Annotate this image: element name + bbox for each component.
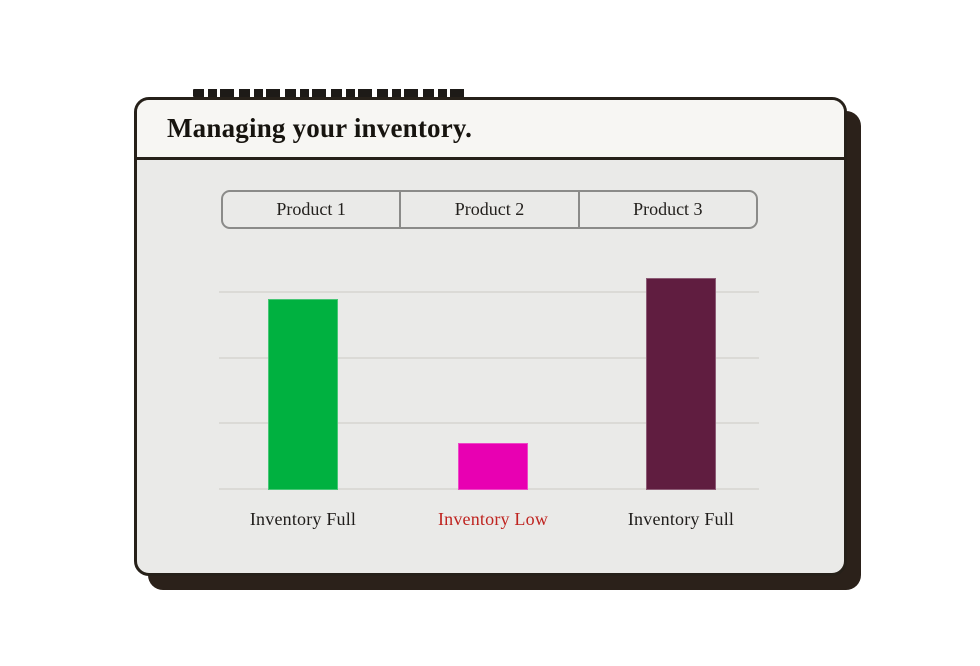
gridline xyxy=(219,422,759,424)
bar-label-product-2: Inventory Low xyxy=(437,509,549,529)
bar-label-product-3: Inventory Full xyxy=(627,509,735,529)
inventory-card: Managing your inventory. Product 1 Produ… xyxy=(134,97,847,576)
bar-product-3 xyxy=(646,278,716,490)
inventory-bar-chart: Inventory Full Inventory Low Inventory F… xyxy=(137,160,844,573)
card-body: Product 1 Product 2 Product 3 Inventory … xyxy=(137,160,844,573)
bar-product-2 xyxy=(458,443,528,490)
clipped-text-fragment xyxy=(193,89,466,97)
product-tabs: Product 1 Product 2 Product 3 xyxy=(221,190,758,229)
gridline xyxy=(219,291,759,293)
tab-product-3[interactable]: Product 3 xyxy=(577,192,756,227)
bar-product-1 xyxy=(268,299,338,490)
page-title: Managing your inventory. xyxy=(167,113,473,143)
tab-product-2[interactable]: Product 2 xyxy=(399,192,577,227)
tab-product-1[interactable]: Product 1 xyxy=(223,192,399,227)
card-header: Managing your inventory. xyxy=(137,100,844,160)
gridline xyxy=(219,357,759,359)
bar-label-product-1: Inventory Full xyxy=(249,509,357,529)
